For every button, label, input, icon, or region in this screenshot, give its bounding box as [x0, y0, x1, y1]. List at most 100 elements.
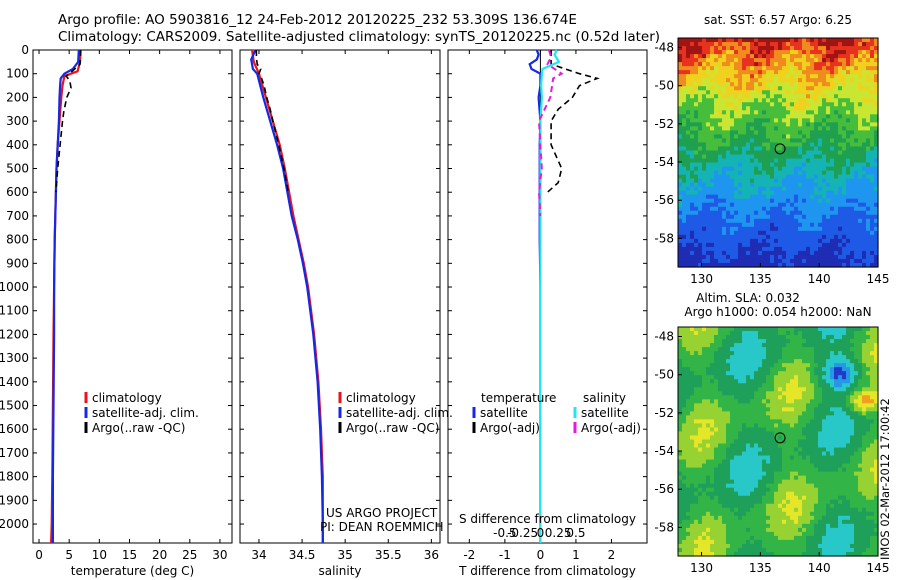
heatmap-cell — [798, 419, 803, 425]
heatmap-cell — [734, 194, 739, 200]
heatmap-cell — [790, 138, 795, 144]
heatmap-cell — [726, 391, 731, 396]
heatmap-cell — [778, 363, 783, 368]
heatmap-cell — [726, 54, 731, 59]
heatmap-cell — [750, 415, 755, 421]
heatmap-cell — [818, 162, 823, 168]
heatmap-cell — [826, 258, 831, 264]
heatmap-cell — [754, 347, 759, 352]
heatmap-cell — [790, 38, 795, 43]
heatmap-cell — [738, 455, 743, 461]
heatmap-cell — [778, 254, 783, 260]
heatmap-cell — [806, 435, 811, 441]
heatmap-cell — [750, 102, 755, 107]
heatmap-cell — [682, 54, 687, 59]
heatmap-cell — [742, 126, 747, 132]
heatmap-cell — [826, 399, 831, 404]
difference-frame — [447, 49, 648, 544]
heatmap-cell — [862, 110, 867, 115]
heatmap-cell — [818, 118, 823, 123]
heatmap-cell — [858, 355, 863, 360]
heatmap-cell — [682, 214, 687, 220]
heatmap-cell — [750, 214, 755, 220]
heatmap-cell — [746, 130, 751, 136]
heatmap-cell — [762, 246, 767, 252]
heatmap-cell — [838, 222, 843, 228]
heatmap-cell — [838, 431, 843, 437]
heatmap-cell — [678, 234, 683, 240]
heatmap-cell — [678, 459, 683, 465]
heatmap-cell — [802, 102, 807, 107]
heatmap-cell — [850, 467, 855, 473]
heatmap-cell — [834, 423, 839, 429]
heatmap-cell — [718, 218, 723, 224]
heatmap-cell — [734, 230, 739, 236]
heatmap-cell — [846, 451, 851, 457]
heatmap-cell — [698, 122, 703, 127]
heatmap-cell — [742, 367, 747, 372]
heatmap-cell — [810, 407, 815, 412]
heatmap-cell — [746, 210, 751, 216]
heatmap-cell — [686, 375, 691, 380]
heatmap-cell — [702, 367, 707, 372]
heatmap-cell — [774, 186, 779, 192]
heatmap-cell — [698, 238, 703, 244]
heatmap-cell — [866, 38, 871, 43]
heatmap-cell — [726, 459, 731, 465]
heatmap-cell — [742, 327, 747, 332]
heatmap-cell — [678, 467, 683, 473]
heatmap-cell — [702, 395, 707, 400]
heatmap-cell — [738, 467, 743, 473]
heatmap-cell — [794, 90, 799, 95]
heatmap-cell — [802, 158, 807, 164]
heatmap-cell — [858, 46, 863, 51]
heatmap-cell — [870, 74, 875, 79]
heatmap-cell — [718, 355, 723, 360]
heatmap-cell — [682, 246, 687, 252]
heatmap-cell — [702, 363, 707, 368]
heatmap-cell — [802, 170, 807, 176]
heatmap-cell — [794, 234, 799, 240]
heatmap-cell — [790, 427, 795, 433]
heatmap-cell — [730, 98, 735, 103]
heatmap-cell — [810, 174, 815, 180]
heatmap-cell — [822, 78, 827, 83]
heatmap-cell — [798, 54, 803, 59]
heatmap-cell — [862, 459, 867, 465]
heatmap-cell — [806, 166, 811, 172]
heatmap-cell — [810, 411, 815, 416]
heatmap-cell — [690, 82, 695, 87]
heatmap-cell — [734, 62, 739, 67]
heatmap-cell — [826, 391, 831, 396]
heatmap-cell — [754, 186, 759, 192]
heatmap-cell — [762, 335, 767, 340]
heatmap-cell — [818, 375, 823, 380]
heatmap-cell — [690, 138, 695, 144]
heatmap-cell — [698, 102, 703, 107]
heatmap-cell — [682, 343, 687, 348]
heatmap-cell — [742, 46, 747, 51]
heatmap-cell — [874, 254, 879, 260]
heatmap-cell — [782, 371, 787, 376]
heatmap-cell — [826, 375, 831, 380]
heatmap-cell — [726, 214, 731, 220]
heatmap-cell — [750, 118, 755, 123]
heatmap-cell — [702, 443, 707, 449]
heatmap-cell — [750, 190, 755, 196]
heatmap-cell — [818, 459, 823, 465]
heatmap-cell — [818, 335, 823, 340]
heatmap-cell — [702, 102, 707, 107]
heatmap-cell — [730, 126, 735, 132]
heatmap-cell — [686, 210, 691, 216]
heatmap-cell — [834, 106, 839, 111]
heatmap-cell — [858, 427, 863, 433]
heatmap-cell — [778, 94, 783, 99]
heatmap-cell — [702, 383, 707, 388]
heatmap-cell — [790, 339, 795, 344]
heatmap-cell — [746, 258, 751, 264]
heatmap-cell — [786, 423, 791, 429]
heatmap-cell — [706, 250, 711, 256]
heatmap-cell — [830, 242, 835, 248]
heatmap-cell — [734, 451, 739, 457]
heatmap-cell — [706, 347, 711, 352]
